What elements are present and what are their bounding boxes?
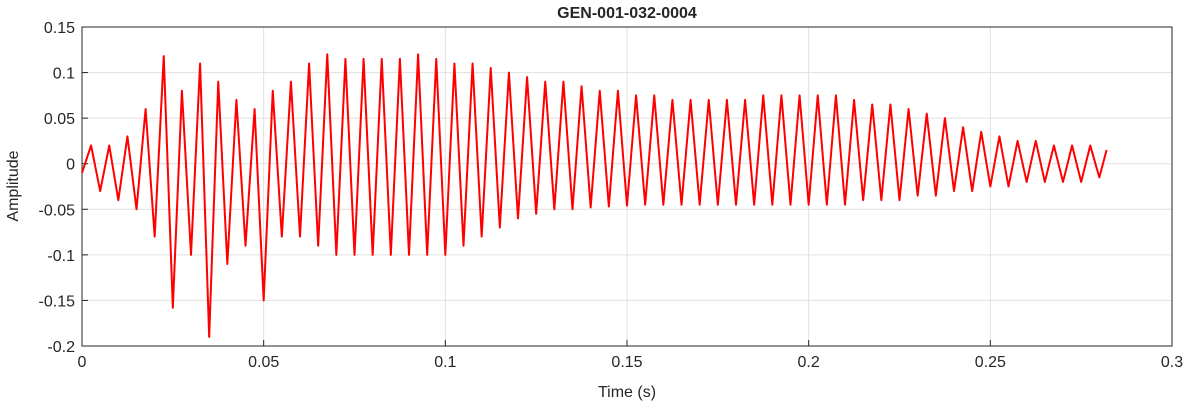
x-tick-label: 0.15 [611,354,642,371]
x-tick-label: 0.1 [434,354,456,371]
x-tick-label: 0.25 [975,354,1006,371]
y-tick-label: -0.05 [39,202,76,219]
y-tick-label: 0.1 [53,66,75,83]
x-tick-label: 0.05 [248,354,279,371]
chart-title: GEN-001-032-0004 [557,5,697,22]
y-tick-label: -0.15 [39,293,76,310]
x-tick-label: 0.3 [1161,354,1183,371]
y-tick-label: 0 [66,157,75,174]
x-tick-label: 0.2 [798,354,820,371]
y-tick-label: -0.1 [47,248,75,265]
plot-frame [81,26,1173,347]
signal-line [81,53,1108,338]
x-axis-label: Time (s) [598,384,656,401]
x-tick-label: 0 [78,354,87,371]
y-tick-label: 0.05 [44,111,75,128]
y-axis-label: Amplitude [5,150,22,221]
y-tick-label: 0.15 [44,20,75,37]
y-tick-label: -0.2 [47,339,75,356]
